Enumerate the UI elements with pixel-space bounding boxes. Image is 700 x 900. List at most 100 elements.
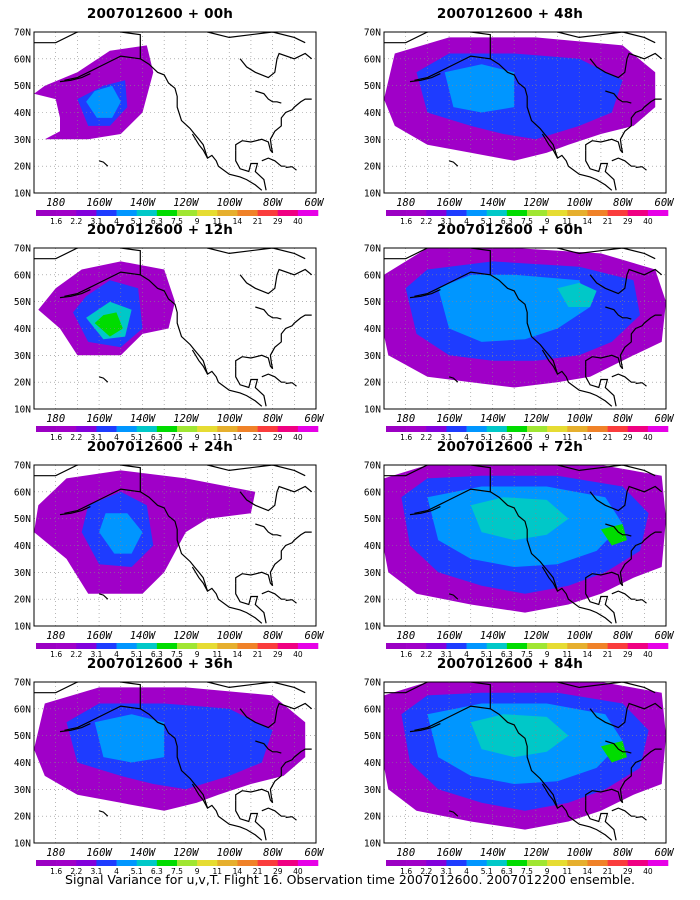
colorbar-swatch — [506, 426, 528, 432]
colorbar-label: 5.1 — [481, 650, 493, 659]
colorbar-swatch — [386, 210, 407, 216]
coastline — [261, 157, 286, 167]
coastline — [239, 702, 313, 729]
colorbar-label: 3.1 — [90, 650, 102, 659]
lon-tick-label: 160W — [436, 197, 463, 209]
coastline — [589, 702, 663, 729]
lat-tick-label: 40N — [364, 758, 381, 769]
map-frame — [383, 247, 667, 410]
variance-contour — [444, 64, 515, 113]
colorbar-label: 5.1 — [131, 650, 143, 659]
colorbar-swatch — [297, 210, 319, 216]
colorbar-label: 40 — [643, 433, 653, 442]
colorbar-label: 3.1 — [440, 433, 452, 442]
colorbar-swatch — [56, 860, 77, 866]
variance-contour — [94, 714, 165, 763]
colorbar-label: 2.2 — [70, 217, 82, 226]
colorbar-swatch — [647, 426, 669, 432]
lat-tick-label: 10N — [364, 622, 381, 633]
colorbar-label: 7.5 — [171, 217, 183, 226]
panel-title: 2007012600 + 72h — [436, 439, 584, 455]
map-panel: 2007012600 + 84h 70N 60N 50N 40N 30N 20N 10N 180… — [350, 656, 675, 876]
lat-tick-label: 40N — [14, 324, 31, 335]
colorbar-label: 11 — [563, 217, 573, 226]
colorbar-label: 2.2 — [420, 650, 432, 659]
coastline — [541, 566, 613, 624]
coastline — [611, 157, 636, 167]
coastline — [635, 166, 647, 171]
colorbar-label: 2.2 — [70, 867, 82, 876]
coastline — [489, 708, 559, 809]
colorbar-swatch — [647, 210, 669, 216]
coastline — [98, 810, 109, 817]
lon-tick-label: 160W — [436, 630, 463, 642]
coastline — [585, 150, 617, 191]
coastline — [239, 268, 313, 295]
lon-tick-label: 100W — [567, 413, 594, 425]
lat-tick-label: 20N — [14, 812, 31, 823]
colorbar-label: 4 — [464, 867, 469, 876]
coastline — [585, 366, 617, 407]
colorbar-swatch — [257, 643, 279, 649]
colorbar-label: 29 — [273, 217, 283, 226]
colorbar-label: 5.1 — [131, 217, 143, 226]
figure-caption: Signal Variance for u,v,T. Flight 16. Ob… — [65, 872, 635, 887]
colorbar-swatch — [587, 643, 608, 649]
colorbar-swatch — [297, 860, 319, 866]
coastline — [235, 98, 312, 154]
colorbar-swatch — [567, 426, 588, 432]
panel-title: 2007012600 + 24h — [86, 439, 234, 455]
lat-tick-label: 20N — [364, 812, 381, 823]
colorbar-label: 9 — [545, 433, 550, 442]
panel-title: 2007012600 + 12h — [86, 222, 234, 238]
lat-tick-label: 70N — [14, 461, 31, 472]
panel-title: 2007012600 + 36h — [86, 656, 234, 672]
coastline — [261, 373, 286, 383]
lon-tick-label: 80W — [263, 630, 284, 642]
colorbar-swatch — [426, 426, 447, 432]
colorbar-label: 5.1 — [131, 867, 143, 876]
map-frame — [383, 681, 667, 844]
colorbar-swatch — [587, 426, 608, 432]
coastline — [207, 248, 306, 260]
colorbar-label: 2.2 — [420, 433, 432, 442]
colorbar-swatch — [237, 643, 258, 649]
colorbar-label: 11 — [213, 433, 223, 442]
map-panel: 2007012600 + 60h 70N 60N 50N 40N 30N 20N 10N 180… — [350, 222, 675, 442]
lon-tick-label: 120W — [173, 413, 200, 425]
lon-tick-label: 180 — [46, 197, 65, 209]
lat-tick-label: 20N — [364, 378, 381, 389]
colorbar-swatch — [527, 860, 548, 866]
colorbar-swatch — [607, 860, 629, 866]
colorbar-swatch — [76, 643, 97, 649]
coastline — [34, 682, 141, 731]
colorbar-swatch — [587, 210, 608, 216]
coastline — [489, 491, 559, 592]
coastline — [235, 150, 267, 191]
coastline — [239, 52, 313, 79]
lon-tick-label: 180 — [396, 847, 415, 859]
coastline — [557, 465, 656, 477]
lon-tick-label: 60W — [305, 847, 326, 859]
lat-tick-label: 30N — [14, 351, 31, 362]
colorbar-swatch — [466, 860, 488, 866]
coastline — [635, 599, 647, 604]
colorbar-label: 6.3 — [151, 867, 163, 876]
map-panel: 2007012600 + 24h 70N 60N 50N 40N 30N 20N 10N 180… — [0, 439, 325, 659]
lon-tick-label: 60W — [655, 413, 676, 425]
variance-contour — [557, 282, 597, 307]
lon-tick-label: 120W — [173, 630, 200, 642]
lat-tick-label: 50N — [14, 81, 31, 92]
colorbar-label: 2.2 — [420, 867, 432, 876]
colorbar-swatch — [547, 426, 568, 432]
map-frame — [383, 464, 667, 627]
lat-tick-label: 20N — [14, 162, 31, 173]
lon-tick-label: 160W — [86, 847, 113, 859]
map-frame — [33, 247, 317, 410]
colorbar-label: 14 — [233, 867, 243, 876]
colorbar-label: 9 — [195, 433, 200, 442]
map-svg: 70N 60N 50N 40N 30N 20N 10N 180 160W 140W 120W 100W… — [14, 28, 325, 227]
colorbar-swatch — [96, 426, 117, 432]
coastline — [384, 248, 491, 297]
lat-tick-label: 10N — [14, 189, 31, 200]
